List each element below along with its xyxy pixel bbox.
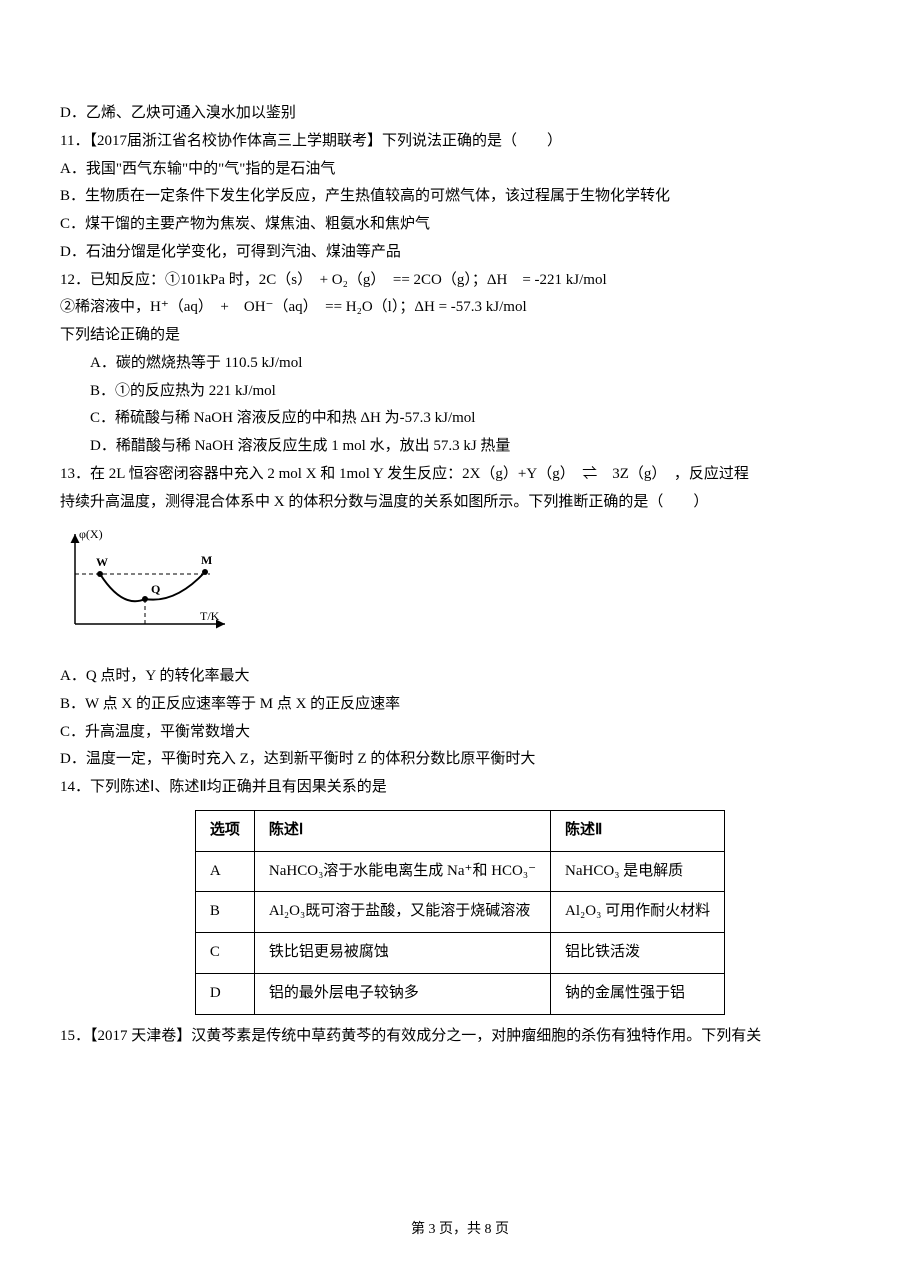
q11-option-d: D．石油分馏是化学变化，可得到汽油、煤油等产品 — [60, 239, 860, 267]
table-row: BAl₂O₃既可溶于盐酸，又能溶于烧碱溶液Al₂O₃ 可用作耐火材料 — [195, 892, 724, 933]
table-cell: NaHCO₃溶于水能电离生成 Na⁺和 HCO₃⁻ — [254, 851, 550, 892]
table-cell: C — [195, 933, 254, 974]
table-cell: NaHCO₃ 是电解质 — [551, 851, 725, 892]
table-cell: Al₂O₃既可溶于盐酸，又能溶于烧碱溶液 — [254, 892, 550, 933]
table-cell: D — [195, 973, 254, 1014]
q13-chart: φ(X) T/K W Q M — [60, 524, 860, 655]
table-cell: 钠的金属性强于铝 — [551, 973, 725, 1014]
table-cell: Al₂O₃ 可用作耐火材料 — [551, 892, 725, 933]
table-row: D铝的最外层电子较钠多钠的金属性强于铝 — [195, 973, 724, 1014]
table-cell: A — [195, 851, 254, 892]
q13-stem-2: 持续升高温度，测得混合体系中 X 的体积分数与温度的关系如图所示。下列推断正确的… — [60, 489, 860, 517]
page-footer: 第 3 页，共 8 页 — [60, 1217, 860, 1243]
q12-stem-2: ②稀溶液中，H⁺（aq） + OH⁻（aq） == H₂O（l）；ΔH = -5… — [60, 294, 860, 322]
table-cell: B — [195, 892, 254, 933]
q14-th-2: 陈述Ⅱ — [551, 810, 725, 851]
q12-stem-3: 下列结论正确的是 — [60, 322, 860, 350]
q14-stem: 14．下列陈述Ⅰ、陈述Ⅱ均正确并且有因果关系的是 — [60, 774, 860, 802]
svg-text:W: W — [96, 555, 108, 569]
q10-option-d: D．乙烯、乙炔可通入溴水加以鉴别 — [60, 100, 860, 128]
svg-text:T/K: T/K — [200, 609, 220, 623]
exam-page: D．乙烯、乙炔可通入溴水加以鉴别 11．【2017届浙江省名校协作体高三上学期联… — [0, 0, 920, 1273]
q12-option-c: C．稀硫酸与稀 NaOH 溶液反应的中和热 ΔH 为-57.3 kJ/mol — [60, 405, 860, 433]
svg-text:Q: Q — [151, 582, 160, 596]
q11-option-c: C．煤干馏的主要产物为焦炭、煤焦油、粗氨水和焦炉气 — [60, 211, 860, 239]
q15-stem: 15．【2017 天津卷】汉黄芩素是传统中草药黄芩的有效成分之一，对肿瘤细胞的杀… — [60, 1023, 860, 1051]
q13-option-b: B．W 点 X 的正反应速率等于 M 点 X 的正反应速率 — [60, 691, 860, 719]
q11-stem: 11．【2017届浙江省名校协作体高三上学期联考】下列说法正确的是（ ） — [60, 128, 860, 156]
svg-text:φ(X): φ(X) — [79, 527, 103, 541]
q12-stem-1: 12．已知反应：①101kPa 时，2C（s） + O₂（g） == 2CO（g… — [60, 267, 860, 295]
table-row: ANaHCO₃溶于水能电离生成 Na⁺和 HCO₃⁻NaHCO₃ 是电解质 — [195, 851, 724, 892]
q12-option-b: B．①的反应热为 221 kJ/mol — [60, 378, 860, 406]
q13-option-a: A．Q 点时，Y 的转化率最大 — [60, 663, 860, 691]
q13-option-d: D．温度一定，平衡时充入 Z，达到新平衡时 Z 的体积分数比原平衡时大 — [60, 746, 860, 774]
q11-option-b: B．生物质在一定条件下发生化学反应，产生热值较高的可燃气体，该过程属于生物化学转… — [60, 183, 860, 211]
table-cell: 铝的最外层电子较钠多 — [254, 973, 550, 1014]
q12-option-d: D．稀醋酸与稀 NaOH 溶液反应生成 1 mol 水，放出 57.3 kJ 热… — [60, 433, 860, 461]
q11-option-a: A．我国"西气东输"中的"气"指的是石油气 — [60, 156, 860, 184]
svg-text:M: M — [201, 553, 212, 567]
q14-th-0: 选项 — [195, 810, 254, 851]
q12-option-a: A．碳的燃烧热等于 110.5 kJ/mol — [60, 350, 860, 378]
q13-stem-1: 13．在 2L 恒容密闭容器中充入 2 mol X 和 1mol Y 发生反应：… — [60, 461, 860, 489]
table-cell: 铝比铁活泼 — [551, 933, 725, 974]
table-cell: 铁比铝更易被腐蚀 — [254, 933, 550, 974]
q14-th-1: 陈述Ⅰ — [254, 810, 550, 851]
q13-option-c: C．升高温度，平衡常数增大 — [60, 719, 860, 747]
table-row: C铁比铝更易被腐蚀铝比铁活泼 — [195, 933, 724, 974]
q14-table: 选项 陈述Ⅰ 陈述Ⅱ ANaHCO₃溶于水能电离生成 Na⁺和 HCO₃⁻NaH… — [195, 810, 725, 1015]
